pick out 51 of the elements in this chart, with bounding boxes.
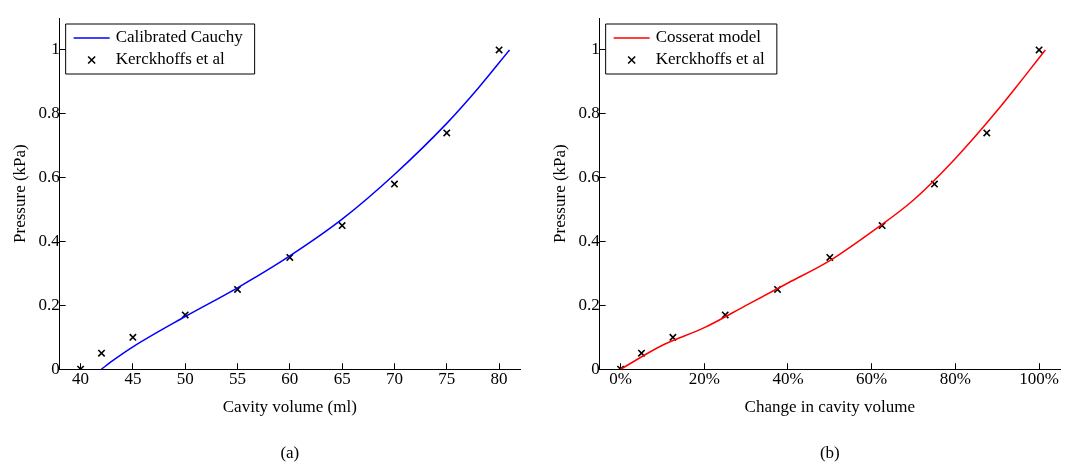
y-tick-label: 0.2 — [38, 294, 60, 314]
x-tick-label: 50 — [176, 368, 194, 388]
y-tick-label: 0.6 — [578, 167, 600, 187]
x-axis-title: Cavity volume (ml) — [222, 397, 357, 417]
x-tick-label: 80% — [939, 368, 971, 388]
x-tick-label: 60% — [856, 368, 888, 388]
point — [233, 285, 242, 294]
y-tick-label: 1 — [51, 39, 60, 59]
point — [181, 310, 190, 319]
x-tick-label: 65 — [333, 368, 351, 388]
point — [128, 333, 137, 342]
x-tick-label: 0% — [609, 368, 632, 388]
y-tick-label: 0.4 — [38, 230, 61, 250]
y-tick-label: 0.8 — [578, 103, 600, 123]
y-tick-label: 0 — [51, 358, 60, 378]
text: (a) — [280, 442, 300, 462]
y-tick-label: 0.2 — [578, 294, 600, 314]
x-tick-label: 80 — [490, 368, 508, 388]
x-tick-label: 75 — [438, 368, 456, 388]
point — [285, 253, 294, 262]
x-tick-label: 40% — [772, 368, 804, 388]
x-tick-label: 60 — [281, 368, 299, 388]
x-tick-label: 70 — [385, 368, 403, 388]
text: (b) — [819, 442, 840, 462]
x-tick-label: 55 — [229, 368, 247, 388]
legend-label: Kerckhoffs et al — [655, 49, 766, 69]
x-tick-label: 100% — [1019, 368, 1059, 388]
y-axis-title: Pressure (kPa) — [9, 144, 29, 243]
y-tick-label: 0 — [591, 358, 600, 378]
point — [495, 45, 504, 54]
line-series — [619, 49, 1047, 370]
point — [721, 310, 730, 319]
line-series — [100, 49, 511, 370]
point — [930, 180, 939, 188]
point — [97, 349, 106, 358]
legend-label: Calibrated Cauchy — [115, 27, 244, 47]
x-tick-label: 45 — [124, 368, 142, 388]
x-tick-label: 40 — [72, 368, 90, 388]
point — [1035, 45, 1044, 54]
x-axis-title: Change in cavity volume — [744, 397, 916, 417]
legend-label: Cosserat model — [655, 27, 762, 47]
y-axis-title: Pressure (kPa) — [549, 144, 569, 243]
y-tick-label: 1 — [591, 39, 600, 59]
x-tick-label: 20% — [688, 368, 720, 388]
y-tick-label: 0.8 — [38, 103, 60, 123]
y-tick-label: 0.6 — [38, 167, 60, 187]
point — [390, 180, 399, 188]
legend-label: Kerckhoffs et al — [115, 49, 226, 69]
y-tick-label: 0.4 — [578, 230, 601, 250]
point — [825, 253, 834, 262]
point — [637, 349, 646, 358]
